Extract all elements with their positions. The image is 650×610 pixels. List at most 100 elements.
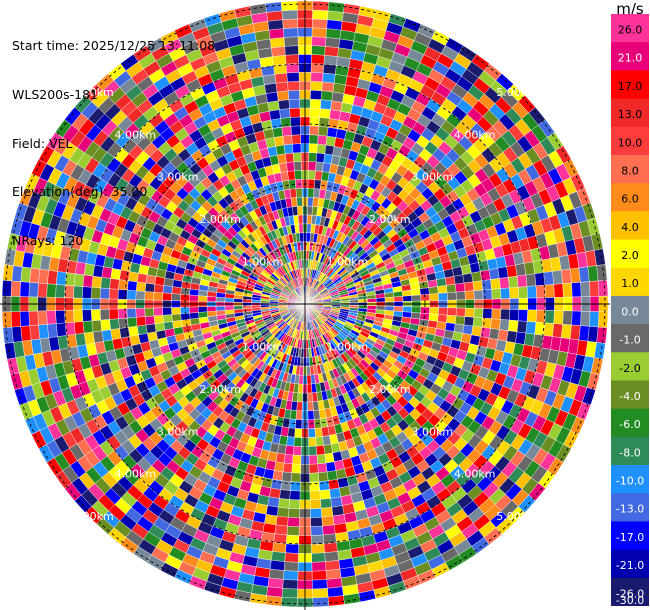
gate-cell xyxy=(127,280,138,291)
gate-cell xyxy=(310,90,322,100)
gate-cell xyxy=(310,525,324,536)
gate-cell xyxy=(323,542,338,553)
instrument-name: WLS200s-181 xyxy=(12,87,98,103)
range-ring-label: 5.00km xyxy=(72,510,114,523)
gate-cell xyxy=(320,498,332,509)
gate-cell xyxy=(251,304,261,309)
gate-cell xyxy=(127,317,138,328)
gate-cell xyxy=(553,310,564,325)
gate-cell xyxy=(126,289,137,300)
gate-cell xyxy=(290,197,298,208)
gate-cell xyxy=(488,268,500,280)
gate-cell xyxy=(297,205,303,216)
gate-cell xyxy=(281,588,298,599)
start-time: Start time: 2025/12/25 13:11:08 xyxy=(12,38,216,54)
gate-cell xyxy=(267,577,284,589)
gate-cell xyxy=(153,284,164,293)
gate-cell xyxy=(287,517,300,527)
gate-cell xyxy=(38,268,49,284)
gate-cell xyxy=(163,321,174,331)
gate-cell xyxy=(463,281,474,292)
gate-cell xyxy=(437,314,448,323)
gate-cell xyxy=(317,462,328,473)
range-ring-label: 1.00km xyxy=(242,256,284,269)
gate-cell xyxy=(307,188,315,198)
gate-cell xyxy=(289,188,297,199)
gate-cell xyxy=(307,196,314,207)
gate-cell xyxy=(473,289,484,300)
gate-cell xyxy=(446,291,457,301)
velocity-gates xyxy=(1,0,609,608)
gate-cell xyxy=(233,305,243,310)
gate-cell xyxy=(171,313,182,322)
colorbar-tick-label: 8.0 xyxy=(621,165,639,178)
gate-cell xyxy=(136,324,148,336)
gate-cell xyxy=(270,118,282,129)
gate-cell xyxy=(500,287,511,300)
gate-cell xyxy=(292,143,302,154)
gate-cell xyxy=(324,46,339,57)
gate-cell xyxy=(283,454,294,465)
gate-cell xyxy=(29,324,41,341)
gate-cell xyxy=(312,596,329,608)
gate-cell xyxy=(284,45,299,56)
gate-cell xyxy=(277,153,287,165)
gate-cell xyxy=(310,72,324,83)
gate-cell xyxy=(64,309,75,324)
range-ring-label: 2.00km xyxy=(369,383,411,396)
gate-cell xyxy=(281,126,292,137)
gate-cell xyxy=(37,310,48,326)
gate-cell xyxy=(455,291,466,301)
gate-cell xyxy=(101,266,113,279)
gate-cell xyxy=(91,319,102,333)
gate-cell xyxy=(411,294,421,302)
gate-cell xyxy=(110,268,122,280)
gate-cell xyxy=(198,311,209,319)
gate-cell xyxy=(596,264,608,282)
gate-cell xyxy=(242,305,252,310)
gate-cell xyxy=(316,143,327,154)
colorbar-tick-label: -17.0 xyxy=(616,531,644,544)
gate-cell xyxy=(327,595,345,607)
gate-cell xyxy=(91,275,102,289)
gate-cell xyxy=(508,275,519,289)
range-ring-label: 3.00km xyxy=(412,425,454,438)
gate-cell xyxy=(73,309,84,323)
gate-cell xyxy=(273,533,288,545)
gate-cell xyxy=(82,320,94,334)
gate-cell xyxy=(117,308,128,319)
gate-cell xyxy=(291,134,301,145)
gate-cell xyxy=(126,308,137,319)
gate-cell xyxy=(544,284,555,298)
gate-cell xyxy=(319,489,331,500)
gate-cell xyxy=(462,272,474,284)
gate-cell xyxy=(315,436,324,447)
gate-cell xyxy=(309,499,322,510)
gate-cell xyxy=(299,241,304,251)
colorbar-tick-label: -13.0 xyxy=(616,503,644,516)
gate-cell xyxy=(268,568,285,580)
gate-cell xyxy=(285,54,299,65)
gate-cell xyxy=(436,277,447,287)
gate-cell xyxy=(509,287,519,299)
gate-cell xyxy=(294,428,302,438)
colorbar-tick-label: 17.0 xyxy=(618,80,643,93)
gate-cell xyxy=(272,542,287,553)
field-name: Field: VEL xyxy=(12,135,73,151)
gate-cell xyxy=(312,400,320,411)
gate-cell xyxy=(171,307,181,315)
gate-cell xyxy=(488,328,500,340)
gate-cell xyxy=(497,329,509,342)
gate-cell xyxy=(578,266,590,283)
gate-cell xyxy=(20,266,32,283)
gate-cell xyxy=(580,281,591,297)
gate-cell xyxy=(309,116,320,127)
gate-cell xyxy=(453,274,465,285)
gate-cell xyxy=(10,280,21,297)
gate-cell xyxy=(290,125,301,136)
gate-cell xyxy=(587,265,599,282)
range-ring-label: 3.00km xyxy=(157,425,199,438)
gate-cell xyxy=(311,36,327,47)
gate-cell xyxy=(311,561,327,572)
gate-cell xyxy=(322,524,336,536)
